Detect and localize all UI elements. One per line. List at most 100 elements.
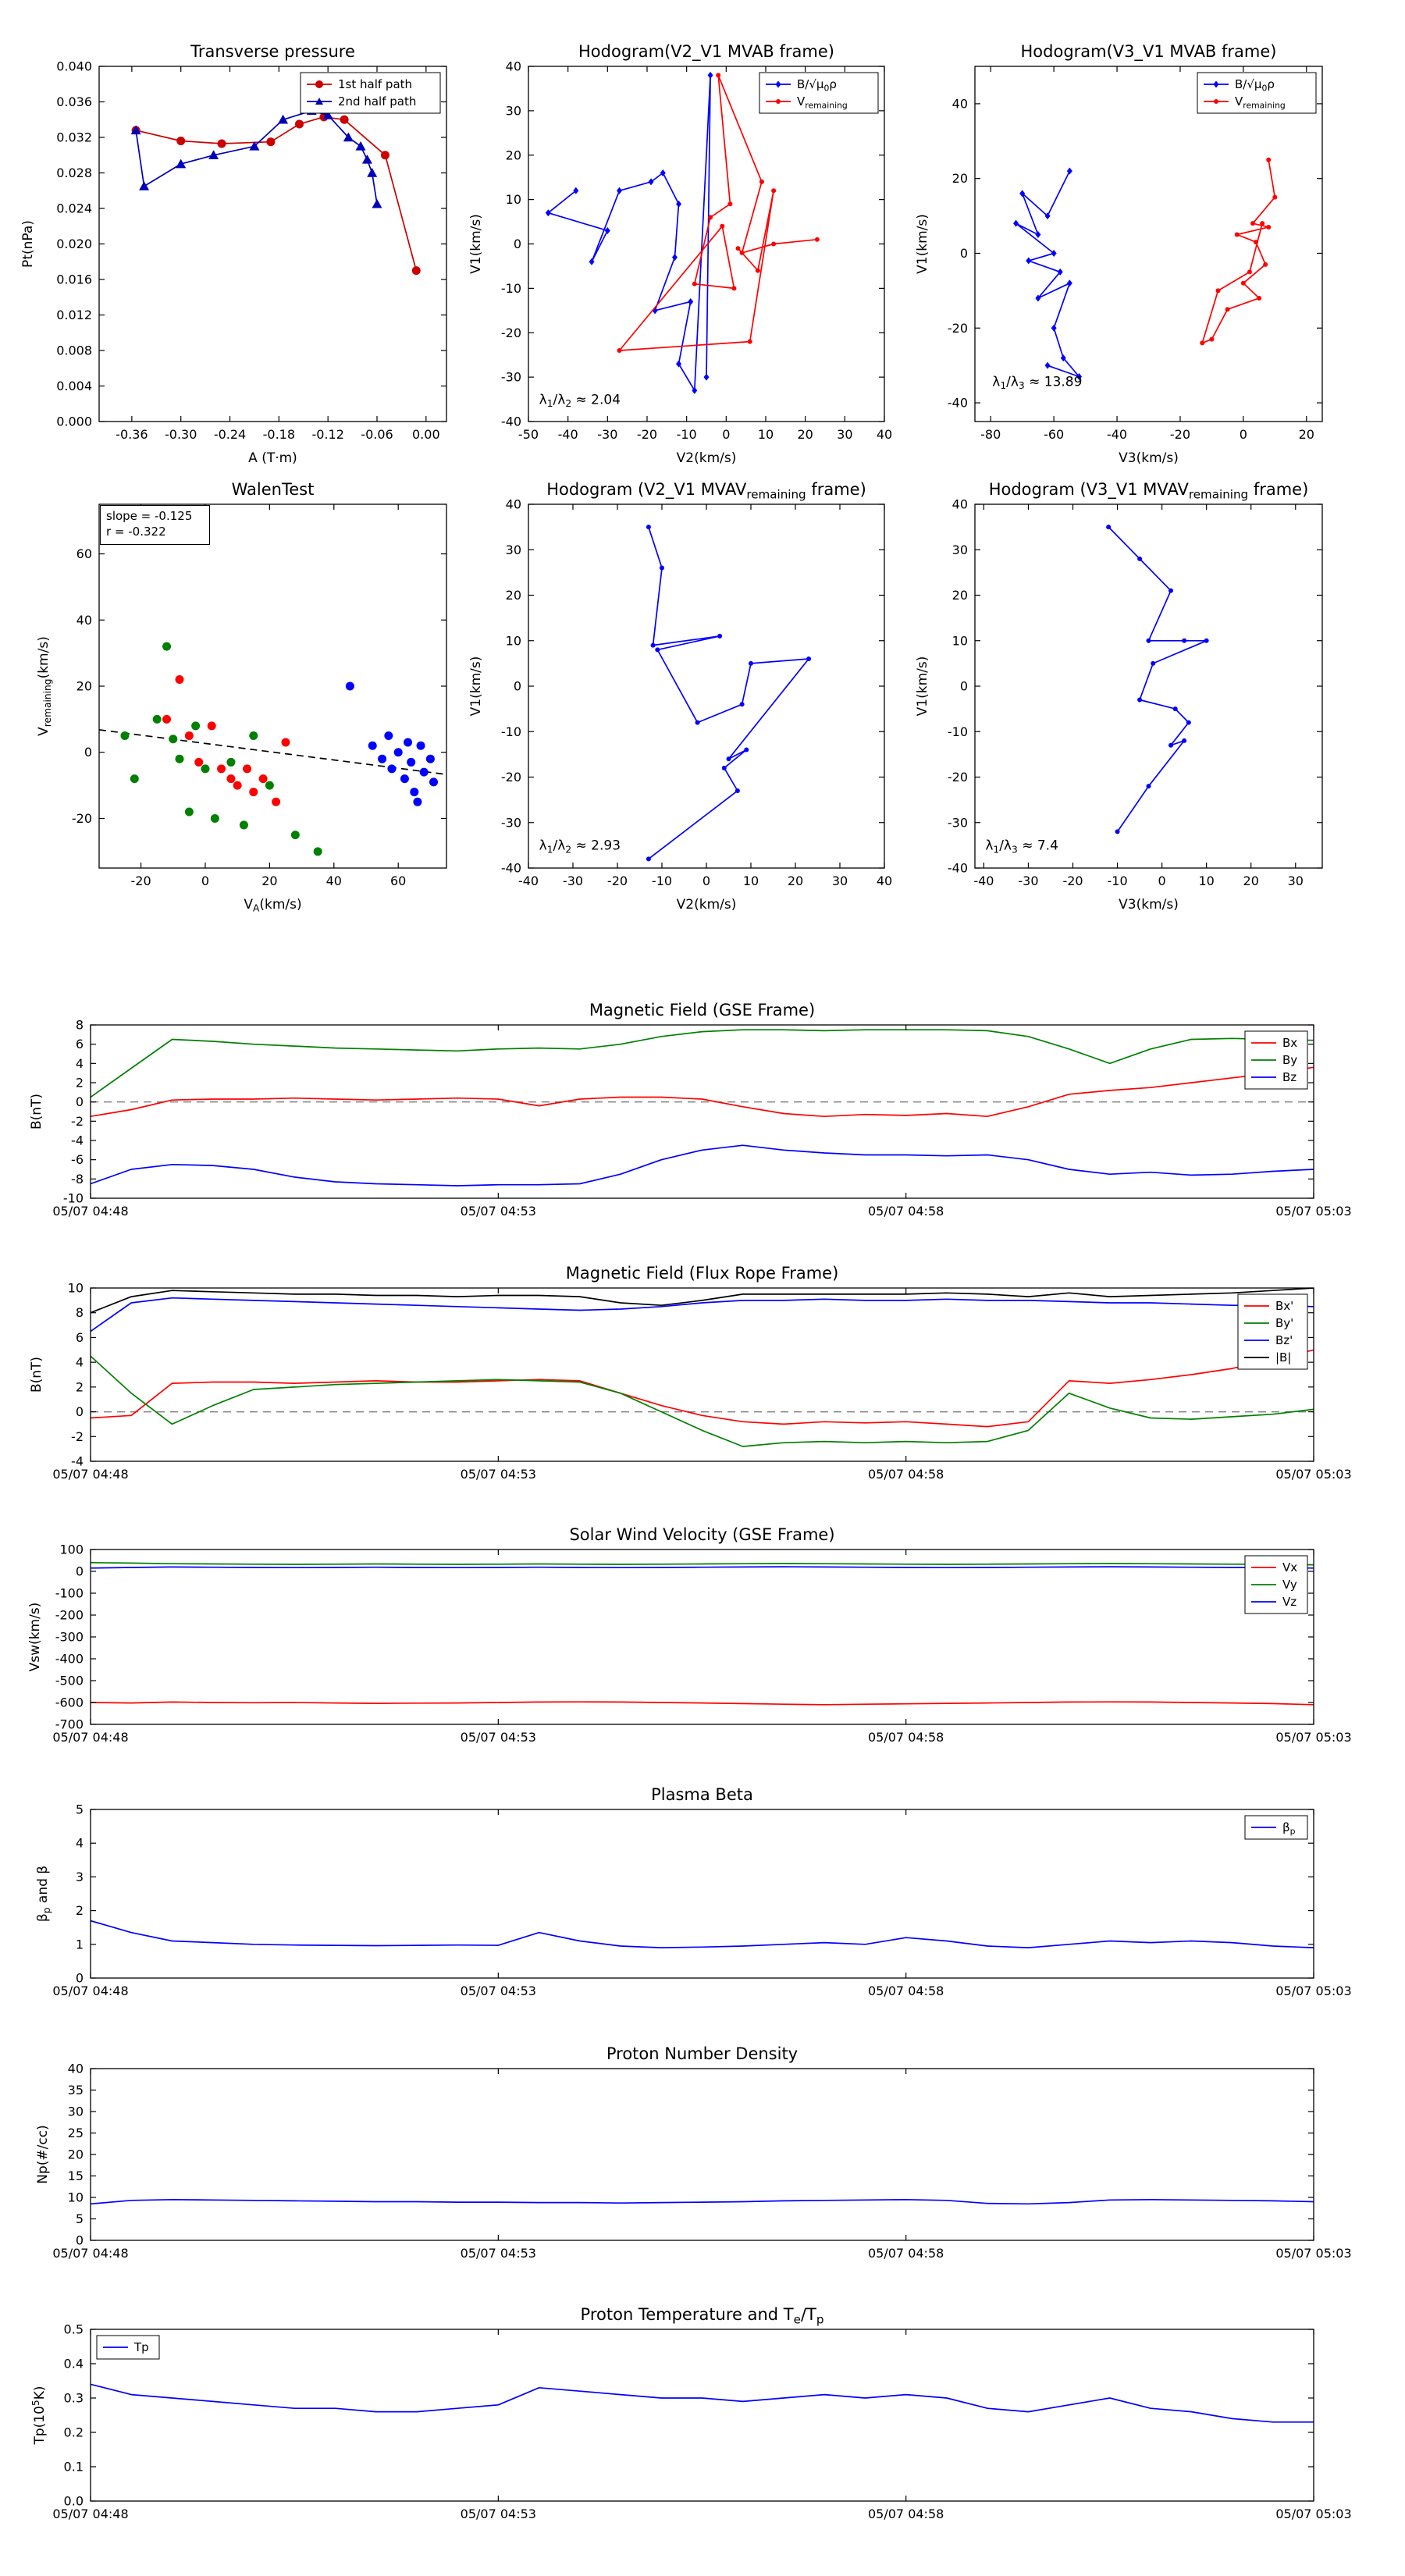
svg-text:20: 20 — [76, 679, 92, 694]
lambda-ratio-annotation: λ1/λ2 ≈ 2.04 — [539, 392, 621, 409]
y-axis-label: V1(km/s) — [468, 656, 484, 717]
x-axis-label: V2(km/s) — [677, 450, 737, 466]
svg-text:B/√μ0ρ: B/√μ0ρ — [797, 77, 837, 93]
svg-text:-30: -30 — [501, 370, 521, 385]
series-v-remaining — [1200, 157, 1278, 346]
series-b-alfven — [1013, 167, 1082, 381]
svg-text:0.024: 0.024 — [56, 201, 92, 216]
svg-text:0: 0 — [76, 1094, 84, 1109]
svg-text:35: 35 — [68, 2083, 84, 2097]
svg-text:20: 20 — [797, 427, 813, 442]
svg-text:2: 2 — [76, 1379, 84, 1394]
chart-hodogram-v3v1-mvav: -40 -30 -20 -10 0 10 20 30 -40 -30 -20 -10 0 10 20 30 40… — [915, 480, 1323, 913]
svg-text:05/07 05:03: 05/07 05:03 — [1275, 2507, 1351, 2521]
axis-ticks — [90, 2329, 1314, 2502]
svg-text:40: 40 — [952, 96, 968, 111]
svg-text:20: 20 — [261, 873, 277, 888]
chart-title: Proton Temperature and Te/Tp — [581, 2305, 824, 2327]
svg-text:0: 0 — [76, 1564, 84, 1579]
series-vx — [91, 1701, 1314, 1706]
svg-text:6: 6 — [76, 1330, 84, 1345]
chart-hodogram-v2v1-mvav: -40 -30 -20 -10 0 10 20 30 40 -40 -30 -20 -10 0 10 20 30… — [468, 480, 892, 913]
svg-text:-10: -10 — [501, 281, 521, 296]
svg-text:1: 1 — [76, 1937, 84, 1952]
svg-text:-0.24: -0.24 — [214, 427, 246, 442]
svg-text:0: 0 — [702, 873, 710, 888]
svg-text:05/07 04:58: 05/07 04:58 — [868, 2507, 944, 2521]
axes-border — [90, 1287, 1314, 1462]
y-tick-labels: -40 -30 -20 -10 0 10 20 30 40 — [948, 497, 968, 876]
svg-text:0.4: 0.4 — [64, 2357, 84, 2371]
svg-text:30: 30 — [68, 2105, 84, 2119]
svg-text:30: 30 — [952, 543, 968, 557]
axis-ticks — [975, 503, 1322, 869]
x-axis-label: A (T·m) — [248, 450, 297, 466]
axes-border — [90, 2329, 1314, 2502]
svg-text:60: 60 — [390, 873, 406, 888]
legend: βp — [1244, 1815, 1308, 1840]
svg-text:10: 10 — [506, 192, 521, 207]
chart-plasma-beta: 05/07 04:48 05/07 04:53 05/07 04:58 05/07 0… — [35, 1785, 1352, 1998]
series-hodogram-line — [1106, 525, 1209, 834]
svg-text:05/07 04:48: 05/07 04:48 — [52, 1984, 128, 1998]
svg-text:-40: -40 — [973, 873, 994, 888]
y-axis-label: Pt(nPa) — [20, 220, 36, 268]
svg-text:0.004: 0.004 — [56, 379, 92, 393]
series-b-alfven — [545, 71, 713, 394]
svg-text:-10: -10 — [652, 873, 672, 888]
series-walen-green — [120, 642, 322, 856]
series-layer — [91, 1029, 1314, 1187]
svg-text:-0.30: -0.30 — [165, 427, 197, 442]
legend: Vx Vy Vz — [1244, 1555, 1308, 1614]
svg-text:-40: -40 — [948, 396, 968, 411]
axis-ticks — [528, 66, 885, 422]
y-axis-label: Vremaining(km/s) — [36, 636, 53, 736]
svg-text:4: 4 — [76, 1056, 84, 1071]
svg-text:0: 0 — [722, 427, 730, 442]
plot-area — [99, 504, 446, 868]
series-by-prime — [91, 1355, 1314, 1447]
svg-text:|B|: |B| — [1275, 1350, 1291, 1364]
x-axis-label: VA(km/s) — [244, 897, 301, 914]
svg-text:-20: -20 — [637, 427, 657, 442]
chart-title: Plasma Beta — [651, 1785, 753, 1804]
y-axis-label: V1(km/s) — [915, 214, 930, 274]
y-tick-labels: -700 -600 -500 -400 -300 -200 -100 0 100 — [55, 1542, 84, 1732]
svg-text:-300: -300 — [55, 1630, 84, 1645]
svg-text:-2: -2 — [71, 1429, 84, 1444]
series-walen-blue — [345, 681, 439, 806]
svg-text:0.016: 0.016 — [56, 272, 92, 287]
series-bz — [91, 1144, 1314, 1187]
svg-text:-0.36: -0.36 — [116, 427, 148, 442]
axes-border — [90, 1024, 1314, 1199]
axis-ticks — [528, 503, 885, 869]
series-np — [91, 2198, 1314, 2205]
svg-text:05/07 04:53: 05/07 04:53 — [461, 2507, 536, 2521]
svg-text:0.012: 0.012 — [56, 308, 92, 322]
series-walen-red — [162, 675, 290, 806]
svg-text:20: 20 — [788, 873, 803, 888]
chart-walen-test: -20 0 20 40 60 -20 0 20 40 60 WalenTest VA(km/s) Vre… — [36, 480, 447, 914]
legend: Bx By Bz — [1244, 1030, 1308, 1090]
series-vy — [91, 1561, 1314, 1566]
svg-text:05/07 04:48: 05/07 04:48 — [52, 2507, 128, 2521]
svg-text:30: 30 — [1288, 873, 1304, 888]
chart-title: Solar Wind Velocity (GSE Frame) — [569, 1525, 834, 1544]
svg-text:-0.06: -0.06 — [361, 427, 393, 442]
svg-text:Vremaining: Vremaining — [797, 94, 848, 110]
series-layer — [91, 1561, 1314, 1706]
svg-text:0.040: 0.040 — [56, 59, 92, 74]
svg-text:0.036: 0.036 — [56, 94, 92, 109]
svg-text:0.032: 0.032 — [56, 130, 92, 145]
x-tick-labels: -40 -30 -20 -10 0 10 20 30 — [973, 873, 1304, 888]
x-tick-labels: 05/07 04:48 05/07 04:53 05/07 04:58 05/07 0… — [52, 2507, 1351, 2521]
svg-text:5: 5 — [76, 2211, 84, 2226]
series-by — [91, 1029, 1314, 1098]
svg-text:-100: -100 — [55, 1586, 84, 1601]
svg-text:20: 20 — [1243, 873, 1259, 888]
svg-text:-40: -40 — [501, 861, 521, 876]
chart-title: Hodogram(V3_V1 MVAB frame) — [1021, 42, 1277, 62]
svg-text:05/07 04:58: 05/07 04:58 — [868, 2246, 944, 2261]
axis-ticks — [90, 1549, 1314, 1725]
